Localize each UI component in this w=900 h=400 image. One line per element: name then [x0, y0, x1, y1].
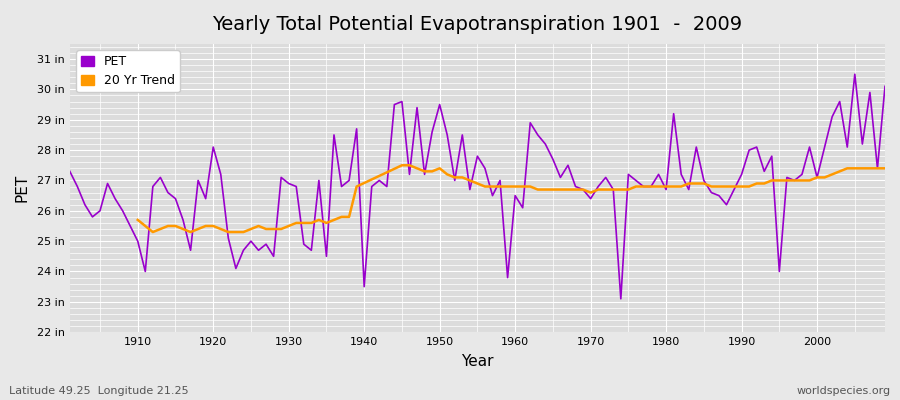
- Text: worldspecies.org: worldspecies.org: [796, 386, 891, 396]
- Text: Latitude 49.25  Longitude 21.25: Latitude 49.25 Longitude 21.25: [9, 386, 189, 396]
- Title: Yearly Total Potential Evapotranspiration 1901  -  2009: Yearly Total Potential Evapotranspiratio…: [212, 15, 742, 34]
- Y-axis label: PET: PET: [15, 174, 30, 202]
- X-axis label: Year: Year: [461, 354, 494, 369]
- Legend: PET, 20 Yr Trend: PET, 20 Yr Trend: [76, 50, 180, 92]
